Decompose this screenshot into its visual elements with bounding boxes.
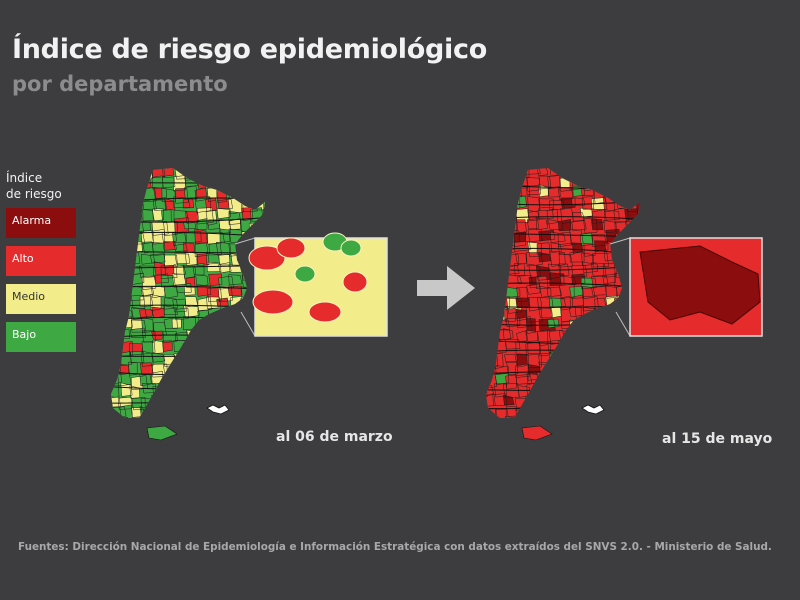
legend-item-bajo: Bajo xyxy=(6,322,76,352)
malvinas-marzo xyxy=(206,404,230,415)
inset-marzo xyxy=(234,232,388,337)
inset-fills-mayo xyxy=(639,245,761,325)
date-label-mayo: al 15 de mayo xyxy=(662,431,773,447)
map-mayo xyxy=(486,168,763,441)
legend-title-line1: Índice xyxy=(6,171,43,185)
inset-connector-mayo xyxy=(609,237,631,337)
tierra-del-fuego-mayo xyxy=(521,425,553,441)
risk-legend: Índice de riesgo Alarma Alto Medio Bajo xyxy=(6,170,78,360)
legend-item-medio: Medio xyxy=(6,284,76,314)
page-subtitle: por departamento xyxy=(12,72,228,96)
date-label-marzo: al 06 de marzo xyxy=(276,429,393,445)
tierra-del-fuego-marzo xyxy=(146,425,178,441)
map-marzo xyxy=(111,168,388,441)
arrow-right-icon xyxy=(415,262,479,318)
legend-item-alarma: Alarma xyxy=(6,208,76,238)
inset-connector-marzo xyxy=(234,237,256,337)
page-title: Índice de riesgo epidemiológico xyxy=(12,34,487,65)
inset-fills-marzo xyxy=(248,232,368,323)
legend-item-alto: Alto xyxy=(6,246,76,276)
legend-title-line2: de riesgo xyxy=(6,187,62,201)
malvinas-mayo xyxy=(581,404,605,415)
source-footnote: Fuentes: Dirección Nacional de Epidemiol… xyxy=(18,541,772,553)
inset-mayo xyxy=(609,237,763,337)
legend-title: Índice de riesgo xyxy=(6,170,78,202)
